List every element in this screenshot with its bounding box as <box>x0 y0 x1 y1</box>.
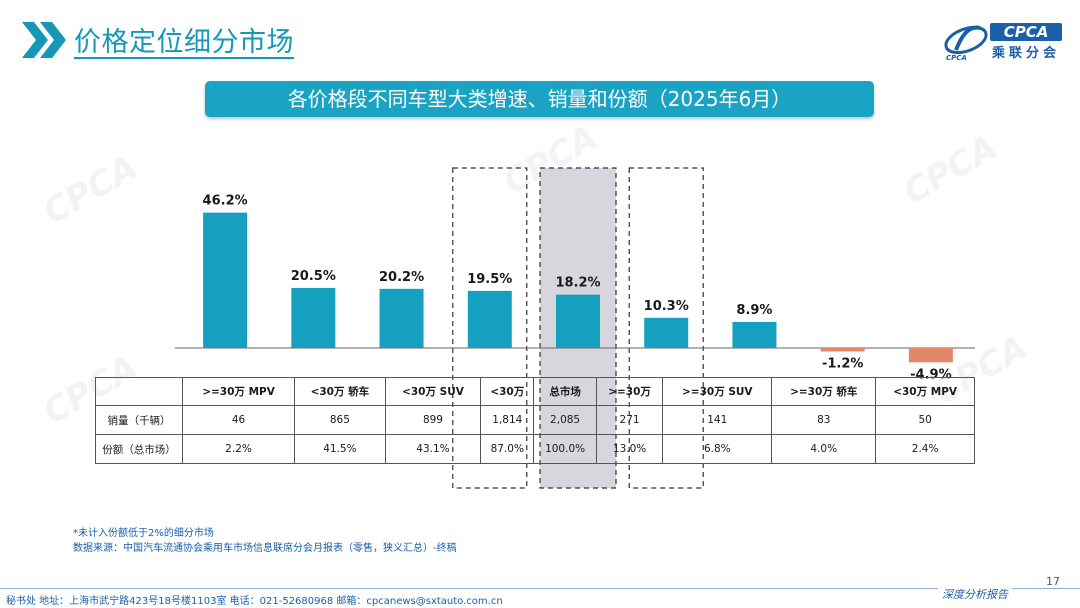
table-cell: 43.1% <box>384 434 482 464</box>
data-label: 18.2% <box>555 276 600 291</box>
data-label: 20.2% <box>379 270 424 285</box>
table-header-cell: <30万 轿车 <box>294 377 386 406</box>
table-header-cell: 总市场 <box>533 377 597 406</box>
data-table: >=30万 MPV <30万 轿车 <30万 SUV <30万 总市场 >=30万 >=30… <box>95 377 975 464</box>
logo-text: CPCA <box>990 23 1062 41</box>
table-cell: 1,814 <box>480 405 535 435</box>
table-header-cell: >=30万 <box>595 377 664 406</box>
footnote: *未计入份额低于2%的细分市场 数据来源：中国汽车流通协会乘用车市场信息联席分会… <box>73 526 457 556</box>
table-header-cell: <30万 SUV <box>384 377 482 406</box>
report-tag: 深度分析报告 <box>938 586 1012 602</box>
table-cell: 50 <box>875 405 975 435</box>
table-cell: 2.2% <box>181 434 296 464</box>
chevron-right-icon <box>22 22 66 58</box>
table-header-cell: <30万 MPV <box>875 377 975 406</box>
table-cell: 100.0% <box>533 434 597 464</box>
bar <box>556 294 600 348</box>
footer-divider <box>0 588 1080 589</box>
table-cell: 46 <box>181 405 296 435</box>
table-header-cell: >=30万 MPV <box>181 377 296 406</box>
data-label: 20.5% <box>291 269 336 284</box>
cpca-emblem-icon: CPCA <box>944 25 988 62</box>
table-cell: 2,085 <box>533 405 597 435</box>
table-cell: 87.0% <box>480 434 535 464</box>
bar <box>203 212 248 348</box>
table-cell: 865 <box>294 405 386 435</box>
table-header-cell: >=30万 轿车 <box>771 377 877 406</box>
bar <box>908 348 953 363</box>
bar <box>467 290 512 348</box>
table-cell: 83 <box>771 405 877 435</box>
data-label: 8.9% <box>736 303 772 318</box>
table-row: 销量（千辆） 46 865 899 1,814 2,085 271 141 83 50 <box>95 405 975 435</box>
table-cell: 6.8% <box>662 434 773 464</box>
table-cell: 41.5% <box>294 434 386 464</box>
table-cell: 2.4% <box>875 434 975 464</box>
logo-sub-text: CPCA <box>946 54 967 62</box>
table-cell: 141 <box>662 405 773 435</box>
footnote-exclusion: *未计入份额低于2%的细分市场 <box>73 528 214 539</box>
table-row: 份额（总市场） 2.2% 41.5% 43.1% 87.0% 100.0% 13.0% 6.8… <box>95 434 975 464</box>
cpca-logo: CPCA CPCA 乘联分会 <box>942 20 1062 62</box>
bar <box>644 317 689 348</box>
bar <box>732 321 777 348</box>
chart-title-banner: 各价格段不同车型大类增速、销量和份额（2025年6月） <box>205 81 874 117</box>
data-label: 10.3% <box>644 299 689 314</box>
dashed-highlight-box <box>628 167 704 489</box>
data-label: 19.5% <box>467 272 512 287</box>
bar <box>291 287 336 348</box>
table-row-label: 销量（千辆） <box>95 405 183 435</box>
bar <box>379 288 424 348</box>
table-header-cell: <30万 <box>480 377 535 406</box>
dashed-highlight-box <box>452 167 528 489</box>
logo-org-name: 乘联分会 <box>992 46 1061 61</box>
data-label: -1.2% <box>822 357 863 372</box>
footnote-source: 数据来源：中国汽车流通协会乘用车市场信息联席分会月报表（零售，狭义汇总）-终稿 <box>73 543 457 554</box>
data-label: 46.2% <box>203 194 248 209</box>
page-number: 17 <box>1046 575 1060 588</box>
table-cell: 271 <box>595 405 664 435</box>
table-corner-cell <box>95 377 183 406</box>
table-cell: 899 <box>384 405 482 435</box>
footer-address: 秘书处 地址：上海市武宁路423号18号楼1103室 电话：021-526809… <box>6 596 503 607</box>
table-header-cell: >=30万 SUV <box>662 377 773 406</box>
table-cell: 4.0% <box>771 434 877 464</box>
bar <box>820 348 865 352</box>
page-title: 价格定位细分市场 <box>74 27 294 58</box>
table-header-row: >=30万 MPV <30万 轿车 <30万 SUV <30万 总市场 >=30万 >=30… <box>95 377 975 406</box>
table-row-label: 份额（总市场） <box>95 434 183 464</box>
table-cell: 13.0% <box>595 434 664 464</box>
